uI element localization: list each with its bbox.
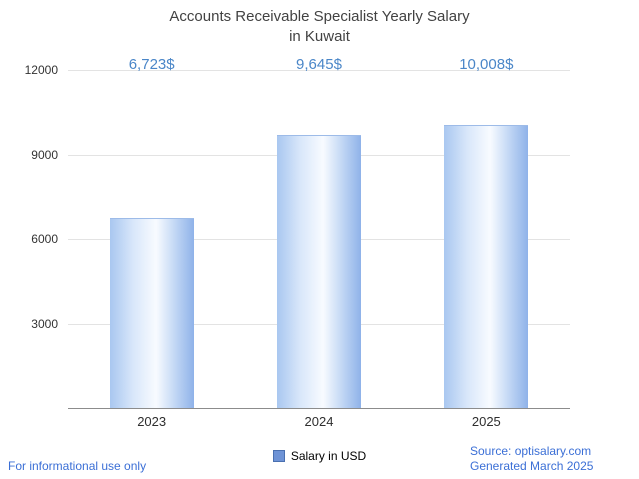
bar-2025 [444,125,529,408]
legend-label: Salary in USD [290,449,367,463]
bar-2024 [276,135,361,408]
y-axis-tick-label: 9000 [31,147,58,162]
legend: Salary in USD [0,449,639,463]
bar-slot-2023 [68,70,235,408]
value-label-2025: 10,008$ [459,56,514,73]
x-label-2025: 2025 [471,414,501,429]
generated-text: Generated March 2025 [470,459,594,474]
chart-title-line1: Accounts Receivable Specialist Yearly Sa… [169,8,470,25]
x-axis-labels: 2023 2024 2025 [68,414,570,429]
chart-title-line2: in Kuwait [289,27,350,45]
y-axis: 3000 6000 9000 12000 [0,63,62,408]
plot-area: 6,723$ 9,645$ 10,008$ [68,56,570,409]
footer-credits: Source: optisalary.com Generated March 2… [470,444,593,475]
source-link[interactable]: Source: optisalary.com [470,443,592,458]
y-axis-tick-label: 6000 [31,232,58,246]
bar-2023 [109,217,194,408]
x-label-2023: 2023 [137,414,167,429]
value-label-2023: 6,723$ [128,56,175,73]
value-labels-row: 6,723$ 9,645$ 10,008$ [68,56,570,73]
gridline [68,70,570,71]
y-axis-tick-label: 12000 [24,63,58,77]
disclaimer-text: For informational use only [8,459,147,473]
y-axis-tick-label: 3000 [31,316,58,331]
value-label-2024: 9,645$ [296,56,342,73]
legend-swatch-icon [272,450,285,462]
x-label-2024: 2024 [304,414,334,429]
chart-title: Accounts Receivable Specialist Yearly Sa… [0,7,639,46]
bar-slot-2024 [235,70,402,408]
bar-slot-2025 [403,70,570,408]
bars-container [68,70,570,408]
